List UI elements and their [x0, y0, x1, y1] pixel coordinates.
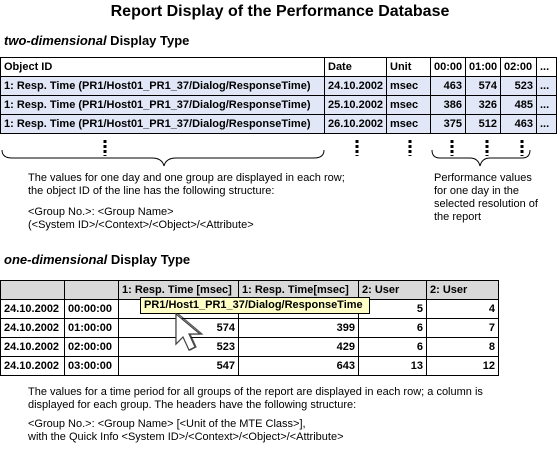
table-header-row: Object ID Date Unit 00:00 01:00 02:00 ..…	[0, 57, 557, 77]
time-cell: 03:00:00	[64, 356, 119, 376]
one-dim-note: The values for a time period for all gro…	[28, 386, 483, 444]
cursor-arrow-icon	[175, 312, 202, 351]
two-dim-note: The values for one day and one group are…	[28, 172, 345, 232]
table-header-row: 1: Resp. Time [msec] 1: Resp. Time[msec]…	[0, 280, 499, 300]
quick-info-tooltip: PR1/Host1_PR1_37/Dialog/ResponseTime	[140, 297, 370, 314]
two-dim-heading-italic: two-dimensional	[4, 33, 107, 48]
column-header: 01:00	[465, 57, 501, 77]
date-cell: 26.10.2002	[324, 114, 387, 134]
date-cell: 25.10.2002	[324, 95, 387, 115]
table-row: 24.10.2002 03:00:00 547 643 13 12	[0, 356, 499, 376]
two-dim-heading: two-dimensional Display Type	[4, 33, 189, 48]
value-cell: 574	[465, 76, 501, 96]
column-header: ...	[536, 57, 557, 77]
date-cell: 24.10.2002	[0, 299, 65, 319]
two-dim-table: Object ID Date Unit 00:00 01:00 02:00 ..…	[0, 57, 557, 134]
value-cell: 326	[465, 95, 501, 115]
column-header: 1: Resp. Time [msec]	[118, 280, 239, 300]
object-id-cell: 1: Resp. Time (PR1/Host01_PR1_37/Dialog/…	[0, 114, 325, 134]
date-cell: 24.10.2002	[324, 76, 387, 96]
note-line: with the Quick Info <System ID>/<Context…	[28, 431, 344, 443]
values-note: Performance values for one day in the se…	[434, 172, 538, 224]
time-cell: 02:00:00	[64, 337, 119, 357]
values-brace	[431, 149, 531, 167]
table-row: 24.10.2002 02:00:00 523 429 6 8	[0, 337, 499, 357]
note-line: (<System ID>/<Context>/<Object>/<Attribu…	[28, 219, 254, 231]
two-dim-heading-rest: Display Type	[106, 33, 190, 48]
time-cell: 01:00:00	[64, 318, 119, 338]
value-cell: 463	[430, 76, 466, 96]
note-line: The values for one day and one group are…	[28, 172, 345, 184]
note-line: displayed for each group. The headers ha…	[28, 399, 357, 411]
table-row: 1: Resp. Time (PR1/Host01_PR1_37/Dialog/…	[0, 114, 557, 134]
column-header	[64, 280, 119, 300]
value-cell: 523	[500, 76, 537, 96]
note-line: The values for a time period for all gro…	[28, 386, 483, 398]
table-row: 24.10.2002 01:00:00 574 399 6 7	[0, 318, 499, 338]
column-header: 00:00	[430, 57, 466, 77]
value-cell: 12	[426, 356, 499, 376]
time-cell: 00:00:00	[64, 299, 119, 319]
table-row: 1: Resp. Time (PR1/Host01_PR1_37/Dialog/…	[0, 95, 557, 115]
column-header: Object ID	[0, 57, 325, 77]
note-line: selected resolution of	[434, 198, 538, 210]
column-header: 2: User	[426, 280, 499, 300]
date-cell: 24.10.2002	[0, 337, 65, 357]
value-cell: 547	[118, 356, 239, 376]
unit-cell: msec	[386, 95, 431, 115]
value-cell: 13	[358, 356, 427, 376]
page-title: Report Display of the Performance Databa…	[110, 3, 450, 20]
ellipsis-cell: ...	[536, 114, 557, 134]
one-dim-heading-italic: one-dimensional	[4, 252, 108, 267]
note-line: the object ID of the line has the follow…	[28, 185, 275, 197]
note-line: <Group No.>: <Group Name>	[28, 206, 174, 218]
unit-cell: msec	[386, 114, 431, 134]
value-cell: 463	[500, 114, 537, 134]
note-line: Performance values	[434, 172, 532, 184]
note-line: <Group No.>: <Group Name> [<Unit of the …	[28, 418, 306, 430]
one-dim-heading: one-dimensional Display Type	[4, 252, 190, 267]
object-id-brace	[1, 149, 325, 167]
note-line: for one day in the	[434, 185, 520, 197]
value-cell: 375	[430, 114, 466, 134]
ellipsis-cell: ...	[536, 76, 557, 96]
value-cell: 485	[500, 95, 537, 115]
note-line: the report	[434, 211, 482, 223]
one-dim-heading-rest: Display Type	[107, 252, 191, 267]
value-cell: 643	[238, 356, 359, 376]
